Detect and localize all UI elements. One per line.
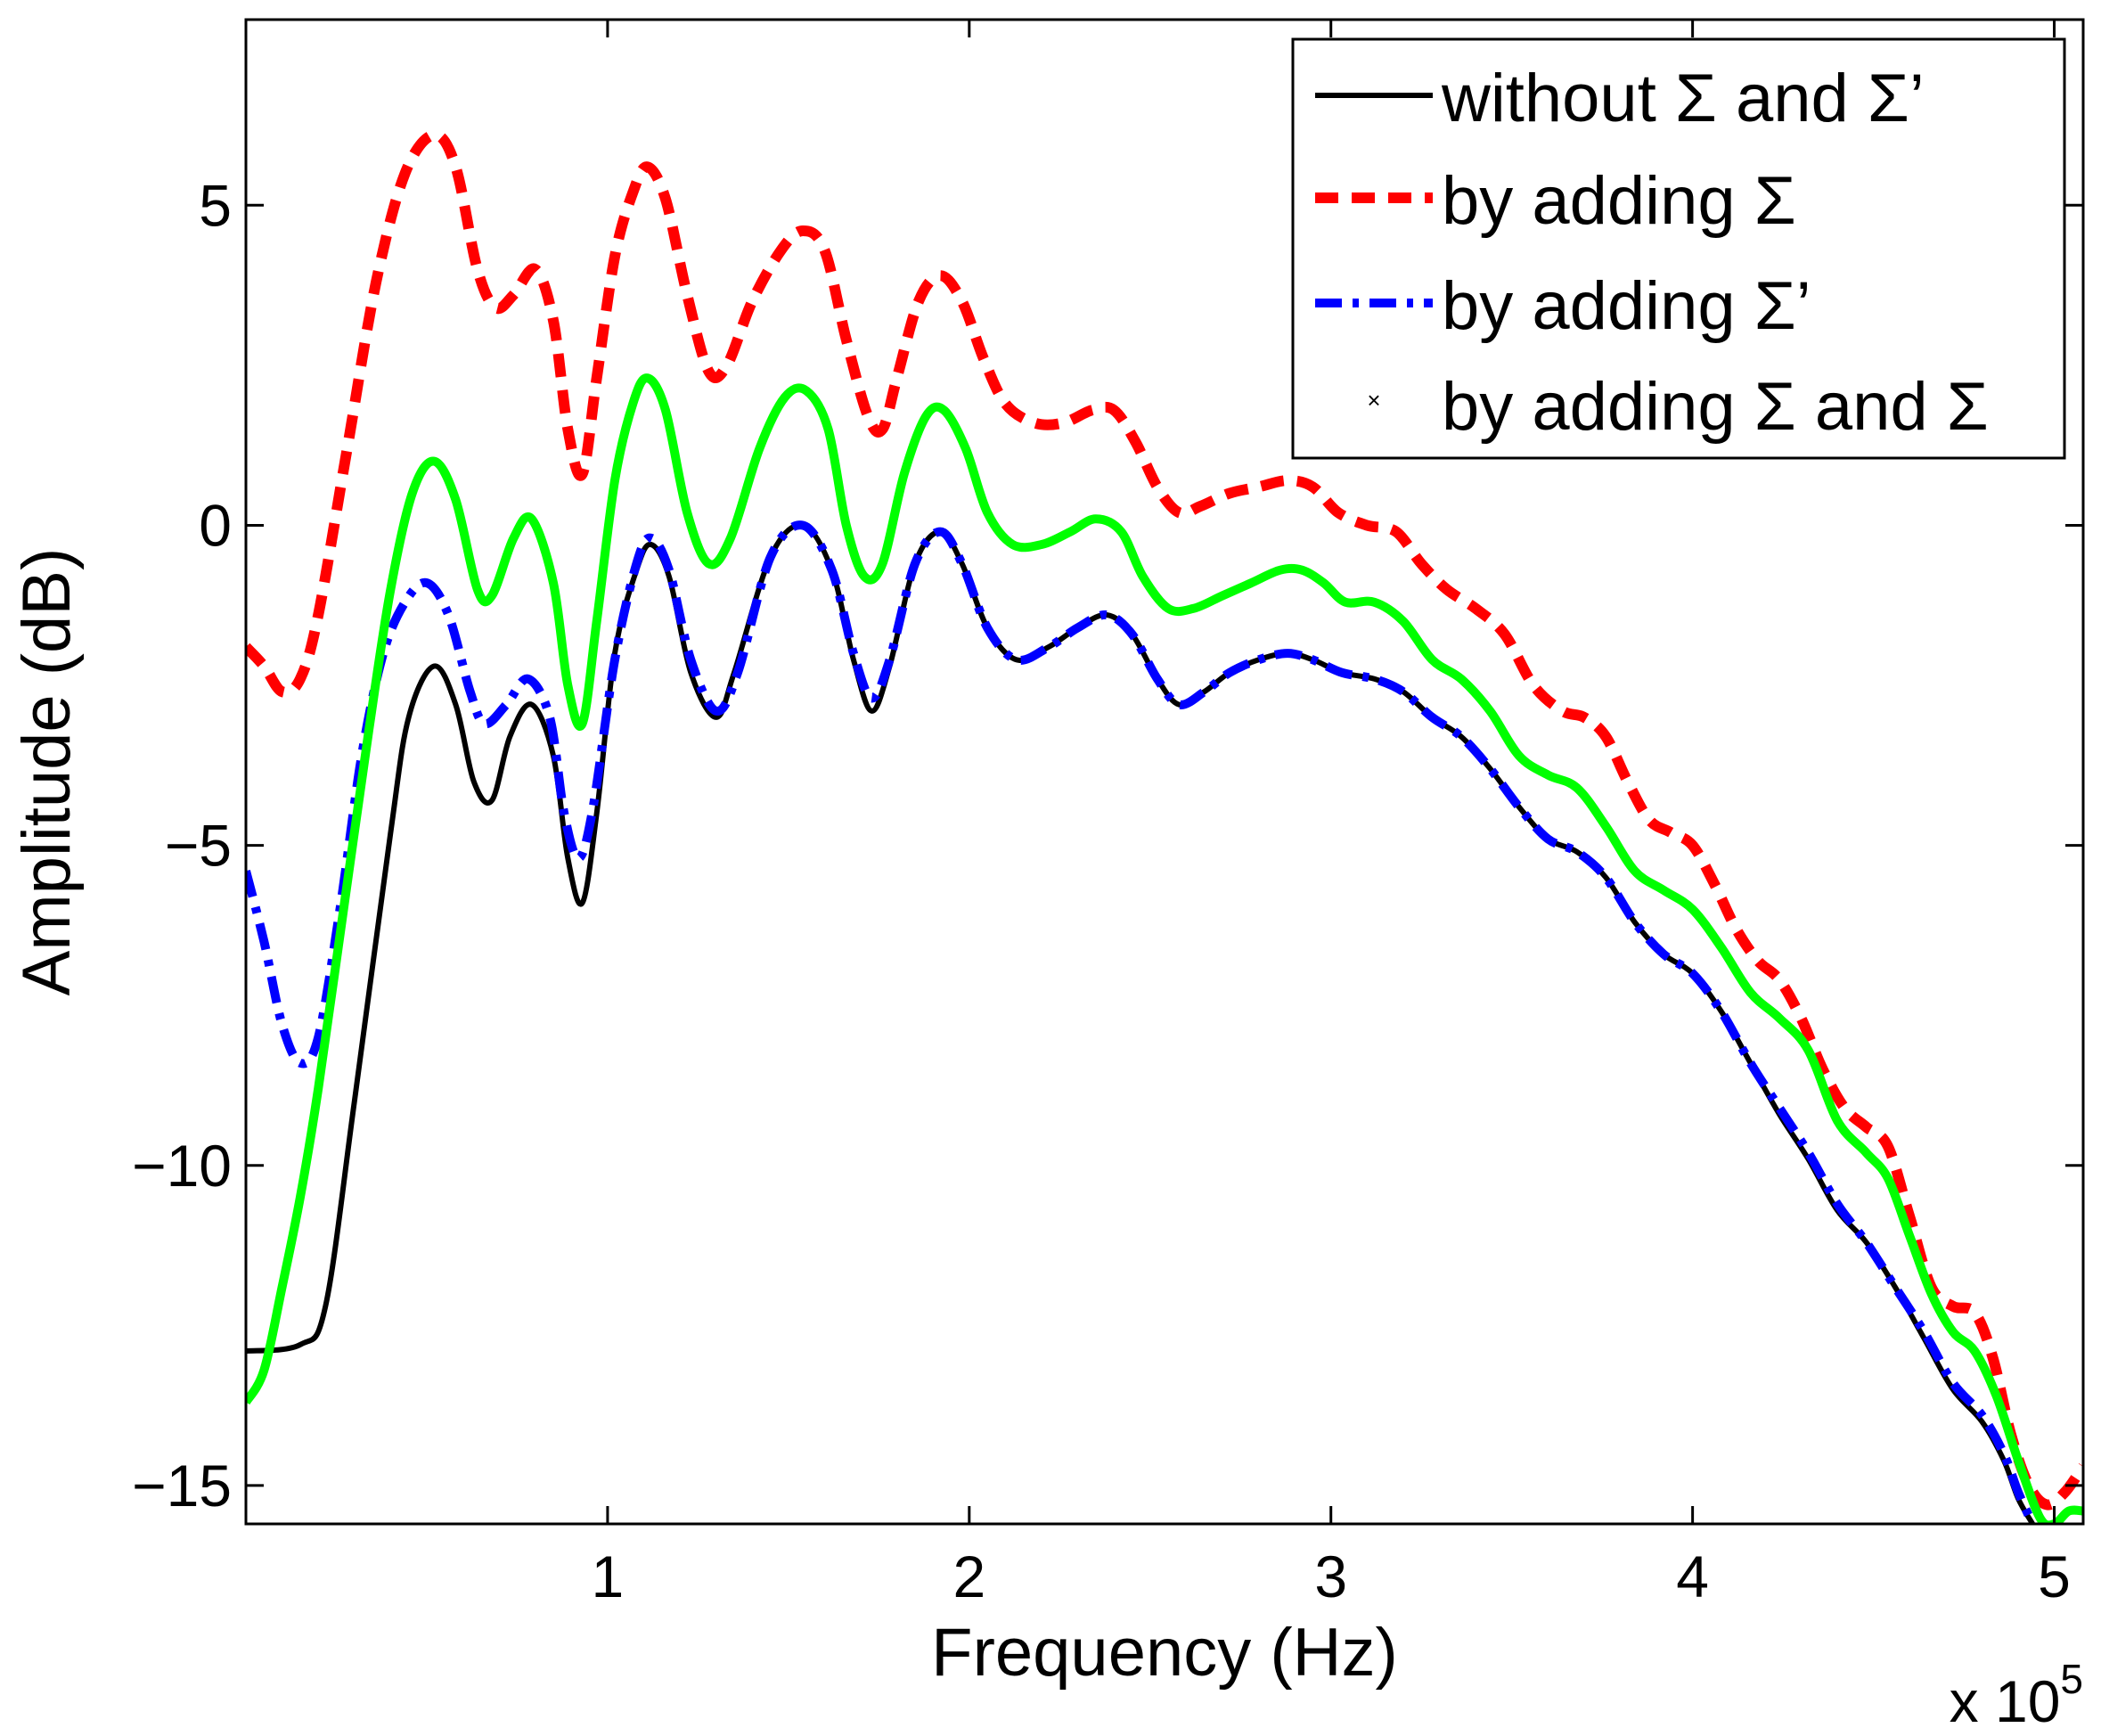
series-layer	[246, 129, 2083, 1524]
y-tick-label: −15	[132, 1453, 232, 1519]
y-axis-label: Amplitude (dB)	[9, 548, 85, 996]
tick-layer: 1 2 3 4 5 5 0 −5 −10 −15	[132, 20, 2083, 1609]
legend-label-sigma: by adding Σ	[1442, 163, 1796, 239]
y-tick-label: 5	[199, 172, 232, 238]
x-multiplier-exponent: 5	[2060, 1656, 2083, 1702]
legend-label-without: without Σ and Σ’	[1441, 61, 1925, 136]
y-tick-label: −5	[165, 813, 232, 879]
legend-marker-both: ×	[1367, 387, 1380, 414]
x-tick-label: 3	[1314, 1544, 1347, 1609]
series-line-adding-sigma	[246, 129, 2083, 1511]
x-multiplier-base: x 10	[1950, 1668, 2061, 1734]
plot-frame	[244, 18, 2085, 1526]
x-tick-label: 5	[2038, 1544, 2071, 1609]
x-axis-label: Frequency (Hz)	[931, 1615, 1398, 1691]
legend-label-both: by adding Σ and Σ	[1442, 369, 1989, 445]
x-tick-label: 1	[592, 1544, 625, 1609]
y-tick-label: −10	[132, 1133, 232, 1199]
legend-box	[1291, 37, 2066, 460]
series-line-adding-sigma-prime	[246, 520, 2037, 1524]
x-tick-label: 2	[952, 1544, 985, 1609]
x-multiplier-label: x 105	[1950, 1656, 2083, 1734]
y-tick-label: 0	[199, 492, 232, 558]
legend: without Σ and Σ’ by adding Σ by adding Σ…	[1291, 37, 2066, 460]
legend-label-sigma-prime: by adding Σ’	[1442, 268, 1811, 344]
x-tick-label: 4	[1676, 1544, 1709, 1609]
series-line-adding-both	[246, 373, 2083, 1524]
